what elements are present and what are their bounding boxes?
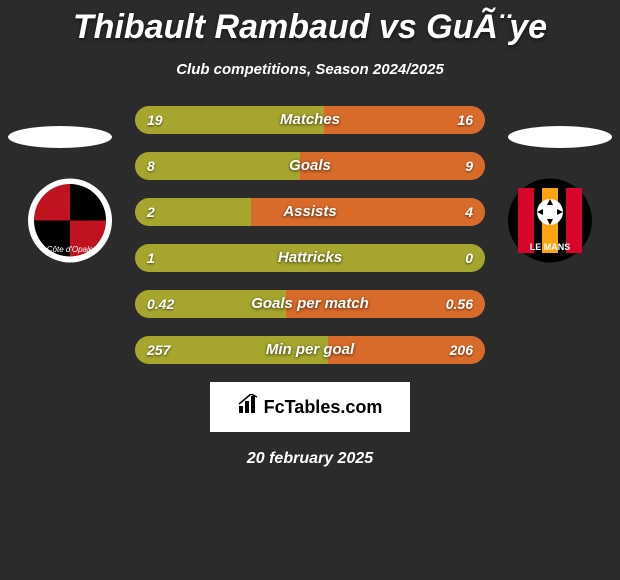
stat-row: 257206Min per goal [135,336,485,364]
stats-container: 1916Matches 89Goals 24Assists 10Hattricks 0.… [135,106,485,364]
stat-label: Assists [135,198,485,226]
brand-box[interactable]: FcTables.com [210,382,410,432]
stat-row: 10Hattricks [135,244,485,272]
stat-label: Hattricks [135,244,485,272]
subtitle: Club competitions, Season 2024/2025 [0,61,620,78]
club-badge-right: LE MANS [500,178,600,263]
club-badge-left: Côte d'Opale [20,178,120,263]
stat-label: Matches [135,106,485,134]
stat-row: 24Assists [135,198,485,226]
brand-text: FcTables.com [264,397,383,418]
stat-row: 0.420.56Goals per match [135,290,485,318]
brand-chart-icon [238,394,260,420]
halo-left [8,126,112,148]
stat-label: Goals per match [135,290,485,318]
svg-text:LE MANS: LE MANS [530,242,571,252]
svg-text:Côte d'Opale: Côte d'Opale [47,245,94,254]
stat-label: Min per goal [135,336,485,364]
stat-label: Goals [135,152,485,180]
date-text: 20 february 2025 [0,450,620,468]
page-title: Thibault Rambaud vs GuÃ¨ye [0,0,620,47]
stat-row: 1916Matches [135,106,485,134]
stat-row: 89Goals [135,152,485,180]
halo-right [508,126,612,148]
